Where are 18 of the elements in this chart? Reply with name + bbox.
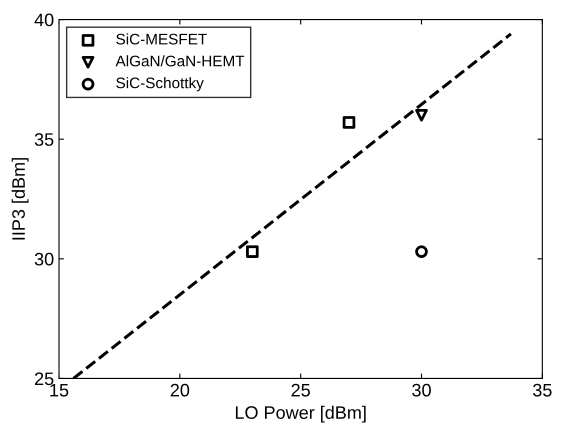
y-tick-label: 40 bbox=[34, 14, 54, 26]
y-tick-label: 25 bbox=[34, 372, 54, 386]
point bbox=[415, 245, 428, 258]
x-tick-label: 25 bbox=[292, 384, 310, 397]
y-tick-label: 35 bbox=[34, 133, 54, 146]
x-tick-label: 35 bbox=[532, 384, 552, 397]
x-tick-label: 20 bbox=[170, 384, 190, 397]
legend-label: SiC-MESFET bbox=[116, 33, 207, 45]
point bbox=[246, 245, 259, 258]
y-tick-label: 30 bbox=[34, 252, 54, 266]
point bbox=[342, 116, 356, 129]
x-tick-label: 15 bbox=[50, 384, 68, 397]
x-axis-title: LO Power [dBm] bbox=[236, 406, 366, 423]
point bbox=[415, 108, 428, 122]
x-tick-label: 30 bbox=[412, 384, 431, 397]
y-axis-title: IIP3 [dBm] bbox=[12, 158, 29, 240]
legend-label: SiC-Schottky bbox=[116, 77, 204, 92]
legend-label: AlGaN/GaN-HEMT bbox=[116, 55, 244, 66]
